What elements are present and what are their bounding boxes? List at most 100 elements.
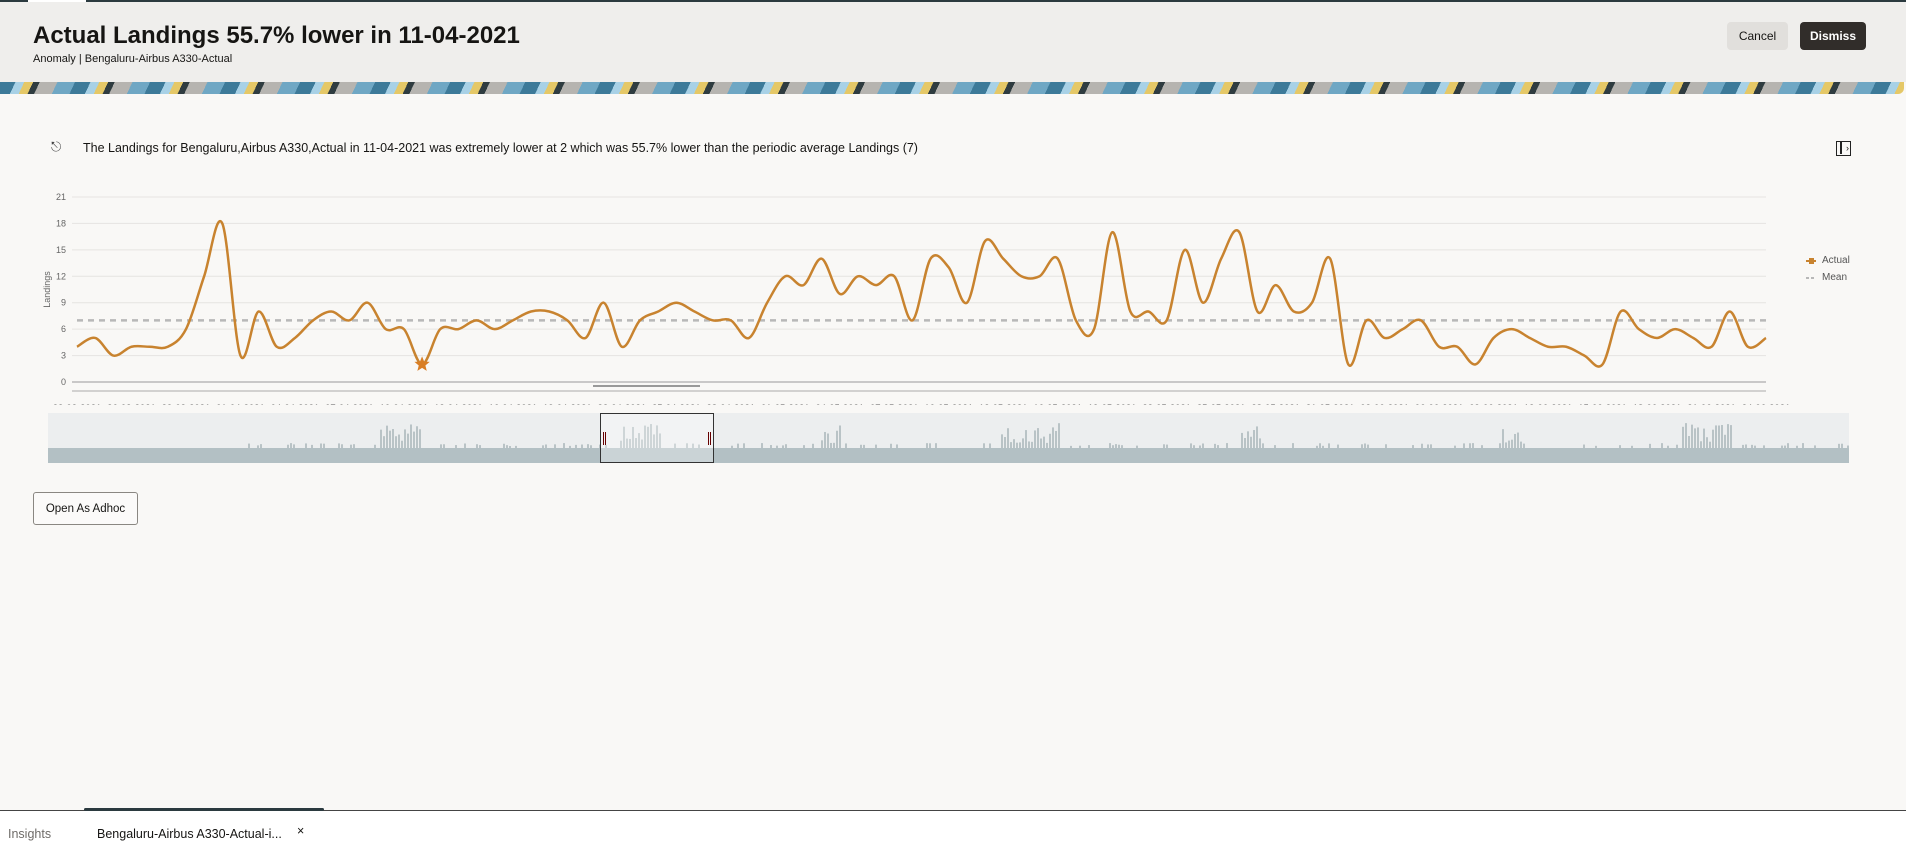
navigator-bar xyxy=(1241,433,1243,448)
navigator-bar xyxy=(1259,438,1261,448)
navigator-bar xyxy=(1688,436,1690,448)
y-tick-label: 6 xyxy=(61,324,66,334)
x-tick-label: 29-03-2021 xyxy=(162,403,211,405)
expand-panel-icon[interactable]: › xyxy=(1836,141,1851,156)
navigator-bar xyxy=(1028,441,1030,448)
navigator-bar xyxy=(1727,424,1729,448)
page-title: Actual Landings 55.7% lower in 11-04-202… xyxy=(33,22,520,50)
navigator-bar xyxy=(1514,434,1516,448)
navigator-bar xyxy=(1055,431,1057,448)
x-tick-label: 10-05-2021 xyxy=(924,403,973,405)
navigator-bar xyxy=(392,429,394,448)
x-tick-label: 10-04-2021 xyxy=(380,403,429,405)
x-tick-label: 21-06-2021 xyxy=(1687,403,1736,405)
y-tick-label: 21 xyxy=(56,192,66,202)
x-tick-label: 15-06-2021 xyxy=(1578,403,1627,405)
navigator-bar xyxy=(1001,434,1003,448)
navigator-bar xyxy=(1052,427,1054,448)
navigator-bar xyxy=(1715,425,1717,448)
legend-mean[interactable]: Mean xyxy=(1806,272,1847,283)
navigator-bar xyxy=(1244,438,1246,448)
navigator-bar xyxy=(1040,438,1042,448)
navigator-bar xyxy=(1691,425,1693,448)
x-tick-label: 01-05-2021 xyxy=(761,403,810,405)
navigator-bar xyxy=(419,429,421,448)
x-tick-label: 06-06-2021 xyxy=(1415,403,1464,405)
navigator-bar xyxy=(1721,425,1723,448)
navigator-bar xyxy=(1694,428,1696,448)
x-tick-label: 13-04-2021 xyxy=(434,403,483,405)
navigator-bar xyxy=(1502,429,1504,448)
navigator-bar xyxy=(1703,429,1705,448)
navigator-selection-window[interactable] xyxy=(600,413,714,463)
legend-actual-label: Actual xyxy=(1822,255,1850,266)
navigator-bar xyxy=(836,431,838,448)
navigator-bar xyxy=(1037,428,1039,448)
navigator-bar xyxy=(1025,430,1027,448)
y-tick-label: 15 xyxy=(56,245,66,255)
navigator-bar xyxy=(1253,430,1255,448)
navigator-bar xyxy=(1049,434,1051,448)
legend-actual-swatch xyxy=(1806,257,1816,265)
navigator-bar xyxy=(1043,437,1045,448)
x-tick-label: 26-03-2021 xyxy=(107,403,156,405)
active-tab-indicator xyxy=(84,808,324,811)
dismiss-button[interactable]: Dismiss xyxy=(1800,22,1866,50)
y-tick-label: 3 xyxy=(61,351,66,361)
navigator-bar xyxy=(1700,441,1702,448)
navigator-bar xyxy=(404,429,406,448)
navigator-bar xyxy=(1034,430,1036,448)
x-tick-label: 23-03-2021 xyxy=(53,403,102,405)
legend-mean-swatch xyxy=(1806,274,1816,282)
navigator-bar xyxy=(1517,433,1519,448)
open-as-adhoc-button[interactable]: Open As Adhoc xyxy=(33,492,138,525)
navigator-bar xyxy=(1004,437,1006,448)
overview-navigator[interactable] xyxy=(48,413,1849,463)
x-tick-label: 25-05-2021 xyxy=(1197,403,1246,405)
navigator-bar xyxy=(839,425,841,448)
actual-series-line xyxy=(77,221,1766,366)
navigator-bar xyxy=(389,431,391,448)
navigator-bar xyxy=(398,435,400,448)
x-tick-label: 22-05-2021 xyxy=(1142,403,1191,405)
navigator-right-handle[interactable] xyxy=(708,432,711,445)
navigator-sparkline xyxy=(48,413,1849,448)
navigator-left-handle[interactable] xyxy=(603,432,606,445)
navigator-bar xyxy=(1730,425,1732,448)
tab-insights[interactable]: Insights xyxy=(8,827,51,841)
navigator-bar xyxy=(413,432,415,448)
x-tick-label: 03-06-2021 xyxy=(1360,403,1409,405)
navigator-bar xyxy=(1724,435,1726,448)
tab-bengaluru-airbus[interactable]: Bengaluru-Airbus A330-Actual-i... xyxy=(97,827,282,841)
x-tick-label: 16-05-2021 xyxy=(1033,403,1082,405)
navigator-bar xyxy=(1247,431,1249,448)
navigator-bar xyxy=(1697,427,1699,448)
y-tick-label: 18 xyxy=(56,218,66,228)
cancel-button[interactable]: Cancel xyxy=(1727,22,1788,50)
legend-mean-label: Mean xyxy=(1822,272,1847,283)
decorative-banner xyxy=(0,82,1904,94)
navigator-bar xyxy=(1007,428,1009,448)
x-tick-label: 12-06-2021 xyxy=(1524,403,1573,405)
x-tick-label: 16-04-2021 xyxy=(489,403,538,405)
navigator-bar xyxy=(1706,437,1708,448)
navigator-bar xyxy=(1058,423,1060,448)
x-tick-label: 07-05-2021 xyxy=(870,403,919,405)
x-tick-label: 09-06-2021 xyxy=(1469,403,1518,405)
x-tick-label: 24-06-2021 xyxy=(1742,403,1791,405)
navigator-bar xyxy=(380,430,382,448)
navigator-bar xyxy=(383,436,385,448)
x-tick-label: 18-06-2021 xyxy=(1633,403,1682,405)
legend-actual[interactable]: Actual xyxy=(1806,255,1850,266)
x-tick-label: 28-05-2021 xyxy=(1251,403,1300,405)
insight-icon: ⎋ xyxy=(51,139,61,155)
navigator-bar xyxy=(410,424,412,448)
insight-description: The Landings for Bengaluru,Airbus A330,A… xyxy=(83,141,918,155)
close-tab-icon[interactable]: × xyxy=(297,824,304,838)
navigator-bar xyxy=(386,426,388,448)
y-tick-label: 9 xyxy=(61,298,66,308)
x-tick-label: 13-05-2021 xyxy=(979,403,1028,405)
x-tick-label: 19-05-2021 xyxy=(1088,403,1137,405)
navigator-bar xyxy=(1250,437,1252,448)
page-subtitle: Anomaly | Bengaluru-Airbus A330-Actual xyxy=(33,53,232,65)
